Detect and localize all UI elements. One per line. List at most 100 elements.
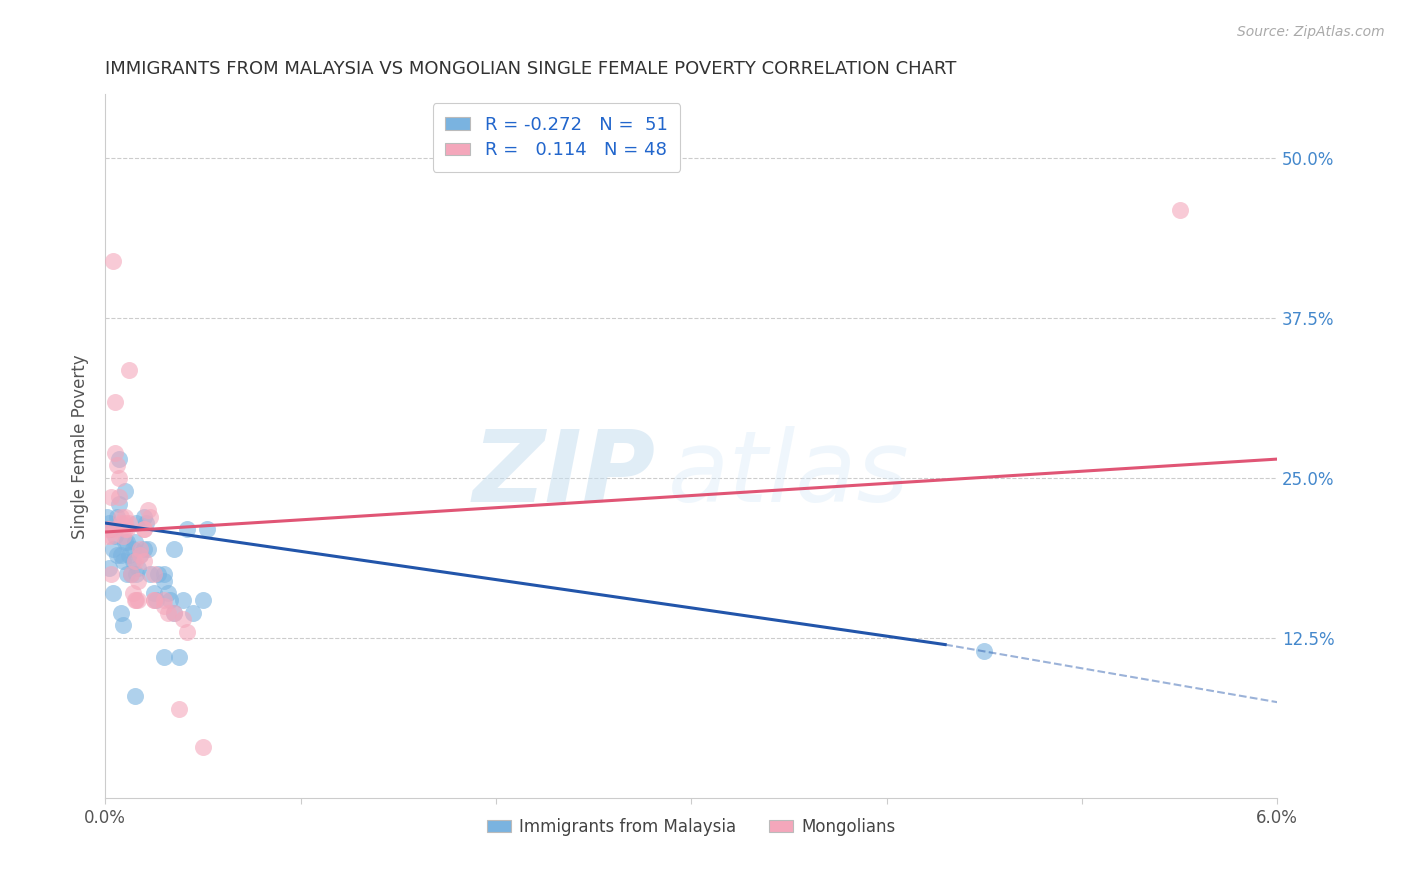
Point <box>108 471 131 485</box>
Legend: Immigrants from Malaysia, Mongolians: Immigrants from Malaysia, Mongolians <box>481 811 901 843</box>
Point <box>159 592 181 607</box>
Point <box>143 586 166 600</box>
Point <box>111 618 134 632</box>
Point <box>114 509 136 524</box>
Point <box>172 612 194 626</box>
Point <box>145 592 167 607</box>
Point <box>111 529 134 543</box>
Point <box>153 650 176 665</box>
Point <box>104 394 127 409</box>
Point <box>120 567 142 582</box>
Point <box>172 592 194 607</box>
Point <box>135 516 157 530</box>
Point <box>156 606 179 620</box>
Point <box>143 592 166 607</box>
Point <box>124 554 146 568</box>
Point <box>105 548 128 562</box>
Point <box>134 541 156 556</box>
Point <box>127 574 149 588</box>
Point <box>98 516 121 530</box>
Point <box>118 516 141 530</box>
Point <box>98 523 121 537</box>
Text: IMMIGRANTS FROM MALAYSIA VS MONGOLIAN SINGLE FEMALE POVERTY CORRELATION CHART: IMMIGRANTS FROM MALAYSIA VS MONGOLIAN SI… <box>105 60 956 78</box>
Point <box>108 452 131 467</box>
Point <box>114 484 136 499</box>
Point <box>136 541 159 556</box>
Point <box>96 509 118 524</box>
Point <box>162 541 184 556</box>
Point <box>101 586 124 600</box>
Point <box>96 529 118 543</box>
Point <box>153 592 176 607</box>
Text: ZIP: ZIP <box>472 426 657 523</box>
Point <box>973 644 995 658</box>
Point <box>139 567 162 582</box>
Point <box>114 535 136 549</box>
Point <box>108 491 131 505</box>
Point <box>153 567 176 582</box>
Point <box>124 535 146 549</box>
Point <box>162 606 184 620</box>
Point <box>96 523 118 537</box>
Point <box>121 541 143 556</box>
Point <box>125 592 148 607</box>
Point <box>100 567 122 582</box>
Point <box>98 561 121 575</box>
Point <box>162 606 184 620</box>
Point <box>127 592 149 607</box>
Point <box>124 592 146 607</box>
Point <box>176 624 198 639</box>
Point <box>169 701 191 715</box>
Point <box>125 567 148 582</box>
Point <box>134 523 156 537</box>
Point <box>124 689 146 703</box>
Point <box>195 523 218 537</box>
Point <box>101 253 124 268</box>
Point <box>111 554 134 568</box>
Point <box>115 535 138 549</box>
Point <box>129 548 152 562</box>
Point <box>153 574 176 588</box>
Point <box>114 516 136 530</box>
Point <box>181 606 204 620</box>
Point <box>121 586 143 600</box>
Point <box>105 509 128 524</box>
Point <box>134 509 156 524</box>
Point <box>118 548 141 562</box>
Point <box>110 548 132 562</box>
Point <box>104 529 127 543</box>
Point <box>134 554 156 568</box>
Point <box>115 567 138 582</box>
Text: atlas: atlas <box>668 426 910 523</box>
Point <box>146 567 169 582</box>
Point <box>104 445 127 459</box>
Point <box>129 548 152 562</box>
Point <box>110 516 132 530</box>
Point <box>153 599 176 614</box>
Point <box>139 509 162 524</box>
Point <box>114 523 136 537</box>
Point <box>101 541 124 556</box>
Text: Source: ZipAtlas.com: Source: ZipAtlas.com <box>1237 25 1385 39</box>
Point <box>143 567 166 582</box>
Point <box>136 503 159 517</box>
Point <box>100 529 122 543</box>
Point <box>118 362 141 376</box>
Point <box>110 509 132 524</box>
Point <box>100 491 122 505</box>
Point <box>191 592 214 607</box>
Point <box>129 541 152 556</box>
Point <box>110 606 132 620</box>
Point <box>1168 202 1191 217</box>
Point <box>125 516 148 530</box>
Point <box>121 554 143 568</box>
Point <box>176 523 198 537</box>
Point <box>156 586 179 600</box>
Point <box>134 523 156 537</box>
Point <box>115 523 138 537</box>
Point <box>100 523 122 537</box>
Point <box>143 592 166 607</box>
Point <box>120 567 142 582</box>
Point <box>191 739 214 754</box>
Point <box>127 561 149 575</box>
